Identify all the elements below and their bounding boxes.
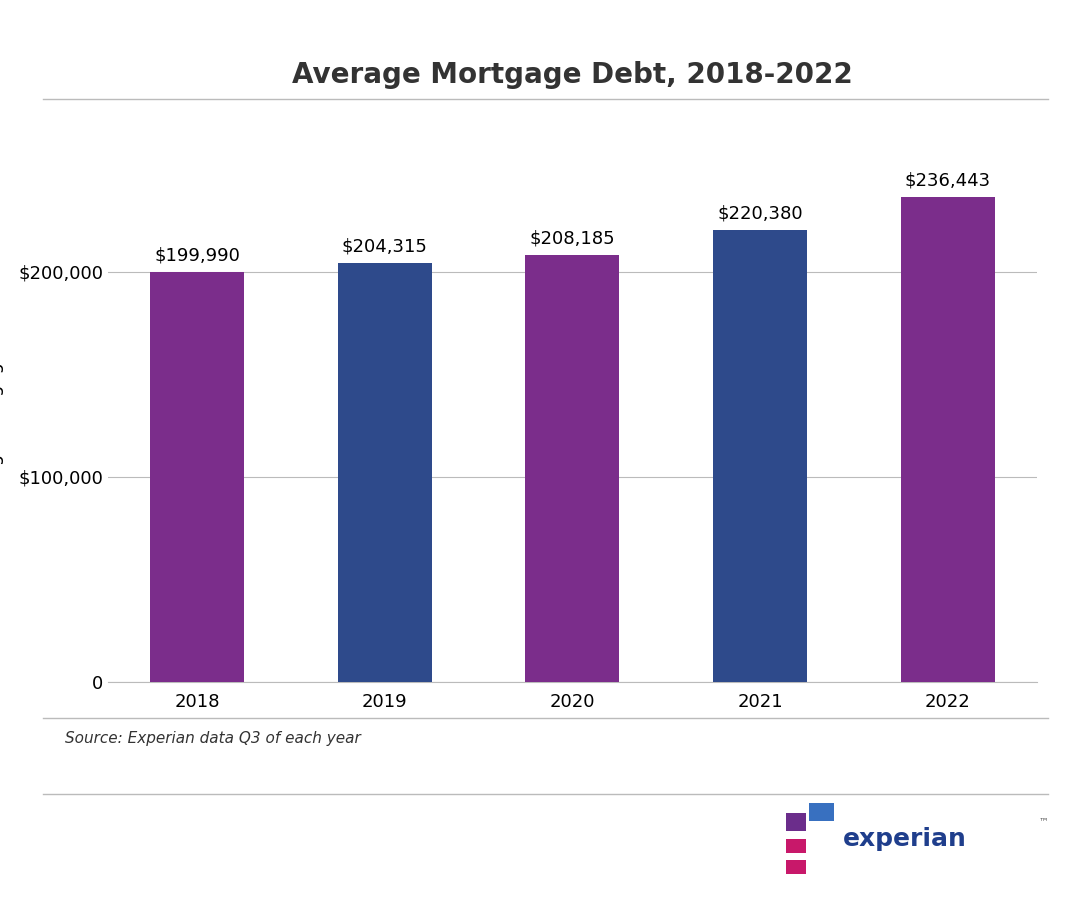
Text: experian: experian — [842, 827, 967, 850]
Title: Average Mortgage Debt, 2018-2022: Average Mortgage Debt, 2018-2022 — [292, 61, 853, 89]
Text: $236,443: $236,443 — [905, 171, 990, 190]
Bar — [901, 197, 995, 682]
Bar — [526, 255, 619, 682]
Text: Source: Experian data Q3 of each year: Source: Experian data Q3 of each year — [65, 731, 361, 746]
Bar — [786, 813, 806, 831]
Text: $204,315: $204,315 — [342, 238, 428, 256]
Bar — [150, 272, 244, 682]
Text: $208,185: $208,185 — [529, 230, 616, 248]
Bar — [713, 230, 807, 682]
Text: $199,990: $199,990 — [154, 247, 240, 265]
Bar — [786, 859, 806, 875]
Y-axis label: Average Mortgage Balance: Average Mortgage Balance — [0, 273, 4, 517]
Bar — [786, 839, 806, 853]
Bar — [809, 803, 834, 821]
Text: $220,380: $220,380 — [717, 205, 802, 222]
Bar — [338, 263, 432, 682]
Text: ™: ™ — [1038, 816, 1048, 826]
